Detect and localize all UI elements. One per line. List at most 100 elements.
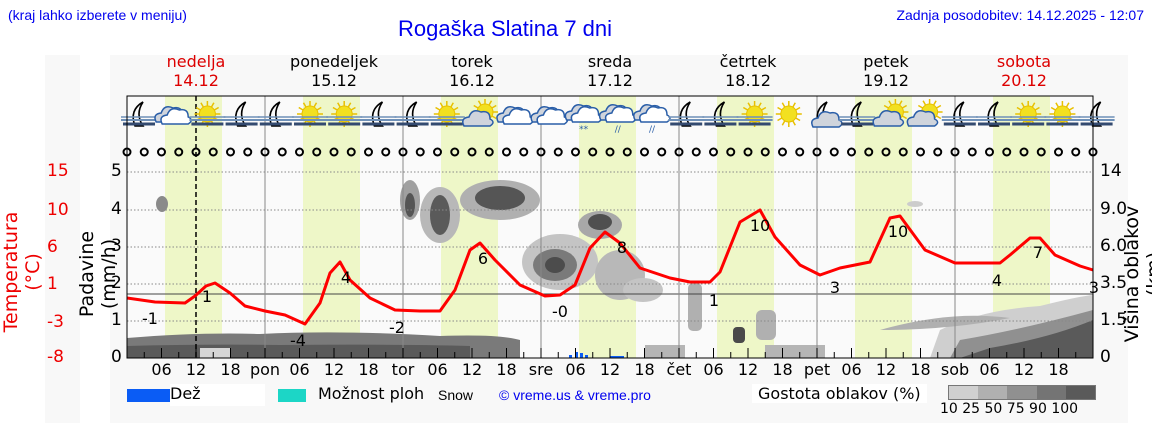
- day-separators: [264, 96, 956, 358]
- svg-text:3: 3: [1089, 278, 1099, 297]
- svg-text:-0: -0: [552, 302, 568, 321]
- temperature-line: [126, 208, 1094, 326]
- svg-text://: //: [615, 125, 622, 135]
- day-name: torek: [451, 52, 493, 71]
- x-tick-label: 12: [461, 360, 483, 379]
- last-update: Zadnja posodobitev: 14.12.2025 - 12:07: [896, 7, 1144, 23]
- copyright-link[interactable]: © vreme.us & vreme.pro: [499, 387, 651, 403]
- x-tick-label: 06: [703, 360, 724, 379]
- x-tick-label: 12: [323, 360, 345, 379]
- tick-label: 1: [111, 310, 122, 330]
- day-header-4: četrtek 18.12: [683, 52, 813, 90]
- x-tick-label: pon: [249, 360, 281, 379]
- legend-showers-label: Možnost ploh: [318, 384, 425, 403]
- left-axis-panel: [45, 55, 80, 423]
- day-header-1: ponedeljek 15.12: [269, 52, 399, 90]
- temperature-annotations: -1 1 -4 4 -2 6 -0 8 1 10 3 10 4 7 3: [142, 216, 1099, 350]
- svg-text:4: 4: [992, 271, 1002, 290]
- density-swatch: [1065, 386, 1096, 399]
- svg-text:8: 8: [617, 238, 627, 257]
- tick-label: 3.5: [1100, 273, 1128, 293]
- day-header-5: petek 19.12: [821, 52, 951, 90]
- legend-snow-label: Snow: [438, 387, 474, 403]
- x-tick-label: 12: [875, 360, 897, 379]
- region-hint[interactable]: (kraj lahko izberete v meniju): [8, 7, 187, 23]
- day-date: 14.12: [173, 71, 219, 90]
- x-tick-label: 12: [599, 360, 621, 379]
- tick-label: 6: [47, 237, 58, 257]
- x-tick-label: sob: [940, 360, 970, 379]
- svg-text:10: 10: [750, 216, 770, 235]
- x-tick-label: 06: [565, 360, 586, 379]
- x-tick-label: 06: [151, 360, 172, 379]
- legend-rain-label: Dež: [170, 384, 265, 406]
- density-swatch: [1007, 386, 1037, 399]
- legend-rain-text: Dež: [170, 384, 201, 403]
- x-tick-label: tor: [391, 360, 415, 379]
- tick-label: 0: [111, 347, 122, 367]
- x-tick-label: pet: [803, 360, 831, 379]
- day-date: 18.12: [725, 71, 771, 90]
- x-tick-label: 18: [358, 360, 379, 379]
- day-header-6: sobota 20.12: [959, 52, 1089, 90]
- tick-label: -8: [47, 347, 64, 367]
- x-tick-label: 06: [841, 360, 862, 379]
- svg-text:3: 3: [830, 278, 840, 297]
- svg-text:7: 7: [1033, 243, 1043, 262]
- x-tick-label: 12: [737, 360, 759, 379]
- svg-text://: //: [649, 125, 656, 135]
- tick-label: 15: [47, 161, 69, 181]
- density-swatch: [949, 386, 979, 399]
- day-name: sreda: [587, 52, 633, 71]
- cloud-density-legend-label: Gostota oblakov (%): [752, 384, 927, 403]
- day-name: ponedeljek: [290, 52, 378, 71]
- day-date: 20.12: [1001, 71, 1047, 90]
- page-title: Rogaška Slatina 7 dni: [398, 16, 613, 41]
- density-swatch: [978, 386, 1008, 399]
- day-date: 16.12: [449, 71, 495, 90]
- x-tick-label: 12: [1013, 360, 1035, 379]
- day-name: četrtek: [719, 52, 777, 71]
- tick-label: 5: [111, 161, 122, 181]
- svg-text:**: **: [579, 125, 589, 135]
- svg-text:-2: -2: [389, 318, 405, 337]
- tick-label: 1: [47, 274, 58, 294]
- day-name: sobota: [996, 52, 1052, 71]
- tick-label: 6.0: [1100, 236, 1128, 256]
- x-tick-label: 06: [289, 360, 310, 379]
- tick-label: 9.0: [1100, 199, 1128, 219]
- svg-text:10: 10: [888, 222, 908, 241]
- day-header-2: torek 16.12: [407, 52, 537, 90]
- tick-label: 4: [111, 199, 122, 219]
- tick-label: 2: [111, 273, 122, 293]
- x-tick-label: čet: [666, 360, 692, 379]
- tick-label: -3: [47, 312, 64, 332]
- x-tick-marks: [143, 348, 1077, 358]
- svg-text:-1: -1: [142, 309, 158, 328]
- gridlines: [127, 171, 1093, 322]
- tick-label: 1.5: [1100, 310, 1128, 330]
- day-header-3: sreda 17.12: [545, 52, 675, 90]
- day-date: 19.12: [863, 71, 909, 90]
- legend-rain-swatch: [127, 389, 175, 402]
- rain-bars: [569, 352, 624, 358]
- day-header-0: nedelja 14.12: [131, 52, 261, 90]
- density-swatch: [1036, 386, 1066, 399]
- tick-label: 3: [111, 236, 122, 256]
- x-tick-label: 18: [1048, 360, 1069, 379]
- day-name: nedelja: [166, 52, 226, 71]
- day-date: 15.12: [311, 71, 357, 90]
- x-tick-label: 18: [496, 360, 517, 379]
- day-date: 17.12: [587, 71, 633, 90]
- cloud-density-scale: [948, 385, 1096, 400]
- legend-showers-swatch: [278, 389, 306, 402]
- x-tick-label: 18: [634, 360, 655, 379]
- svg-text:4: 4: [341, 268, 351, 287]
- svg-text:1: 1: [709, 291, 719, 310]
- x-tick-label: 12: [185, 360, 207, 379]
- x-tick-label: 18: [220, 360, 241, 379]
- x-tick-label: 06: [979, 360, 1000, 379]
- tick-label: 0: [1100, 347, 1111, 367]
- x-tick-label: 18: [772, 360, 793, 379]
